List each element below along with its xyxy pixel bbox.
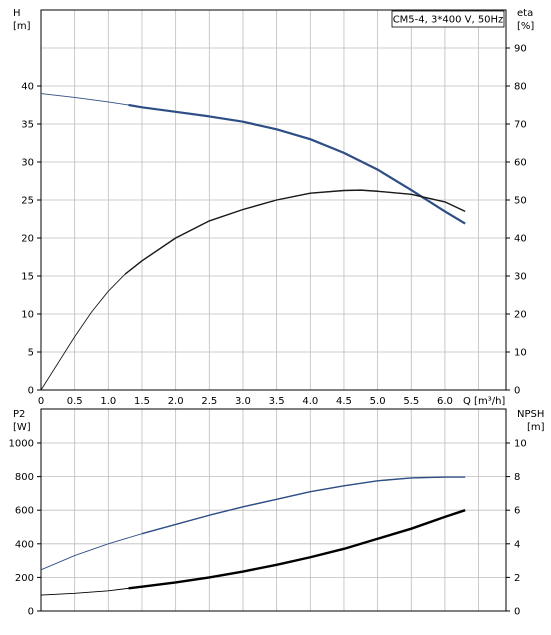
top-left-tick-label: 5 bbox=[28, 348, 34, 359]
top-left-tick-label: 0 bbox=[28, 386, 34, 397]
bottom-right-tick-label: 0 bbox=[514, 607, 520, 618]
top-x-tick-label: 0 bbox=[38, 396, 44, 407]
bottom-left-tick-label: 1000 bbox=[9, 439, 34, 450]
top-left-tick-label: 40 bbox=[21, 82, 34, 93]
top-right-tick-label: 40 bbox=[514, 234, 527, 245]
bottom-right-tick-label: 8 bbox=[514, 472, 520, 483]
top-right-tick-label: 10 bbox=[514, 348, 527, 359]
top-right-axis-unit: [%] bbox=[517, 21, 534, 32]
top-x-axis-label: Q [m³/h] bbox=[463, 396, 505, 407]
top-left-tick-label: 15 bbox=[21, 272, 34, 283]
top-right-tick-label: 80 bbox=[514, 82, 527, 93]
top-left-tick-label: 35 bbox=[21, 120, 34, 131]
top-x-tick-label: 5.0 bbox=[370, 396, 386, 407]
top-left-tick-label: 30 bbox=[21, 158, 34, 169]
top-right-tick-label: 70 bbox=[514, 120, 527, 131]
top-left-tick-label: 20 bbox=[21, 234, 34, 245]
top-left-tick-label: 25 bbox=[21, 196, 34, 207]
bottom-left-axis-name: P2 bbox=[13, 409, 25, 420]
top-x-tick-label: 3.5 bbox=[269, 396, 285, 407]
top-x-tick-label: 3.0 bbox=[235, 396, 251, 407]
bottom-left-tick-label: 400 bbox=[15, 539, 34, 550]
bottom-right-axis-name: NPSH bbox=[517, 409, 544, 420]
bottom-right-tick-label: 4 bbox=[514, 539, 520, 550]
top-left-axis-unit: [m] bbox=[13, 21, 31, 32]
top-x-tick-label: 1.0 bbox=[100, 396, 116, 407]
top-right-tick-label: 20 bbox=[514, 310, 527, 321]
bottom-left-tick-label: 0 bbox=[28, 607, 34, 618]
top-right-tick-label: 90 bbox=[514, 44, 527, 55]
top-right-axis-name: eta bbox=[517, 8, 533, 19]
top-right-tick-label: 30 bbox=[514, 272, 527, 283]
top-x-tick-label: 5.5 bbox=[403, 396, 419, 407]
top-x-tick-label: 1.5 bbox=[134, 396, 150, 407]
top-chart-title: CM5-4, 3*400 V, 50Hz bbox=[393, 15, 504, 26]
bottom-left-axis-unit: [W] bbox=[13, 422, 31, 433]
top-x-tick-label: 2.5 bbox=[201, 396, 217, 407]
top-x-tick-label: 4.0 bbox=[302, 396, 318, 407]
top-left-tick-label: 10 bbox=[21, 310, 34, 321]
bottom-left-tick-label: 800 bbox=[15, 472, 34, 483]
top-right-tick-label: 50 bbox=[514, 196, 527, 207]
top-right-tick-label: 0 bbox=[514, 386, 520, 397]
bottom-right-tick-label: 2 bbox=[514, 573, 520, 584]
top-left-axis-name: H bbox=[13, 8, 21, 19]
bottom-right-tick-label: 6 bbox=[514, 506, 520, 517]
top-x-tick-label: 0.5 bbox=[67, 396, 83, 407]
top-right-tick-label: 60 bbox=[514, 158, 527, 169]
bottom-left-tick-label: 200 bbox=[15, 573, 34, 584]
bottom-left-tick-label: 600 bbox=[15, 506, 34, 517]
bottom-right-axis-unit: [m] bbox=[527, 422, 545, 433]
top-x-tick-label: 6.0 bbox=[437, 396, 453, 407]
top-x-tick-label: 4.5 bbox=[336, 396, 352, 407]
top-x-tick-label: 2.0 bbox=[168, 396, 184, 407]
bottom-right-tick-label: 10 bbox=[514, 439, 527, 450]
